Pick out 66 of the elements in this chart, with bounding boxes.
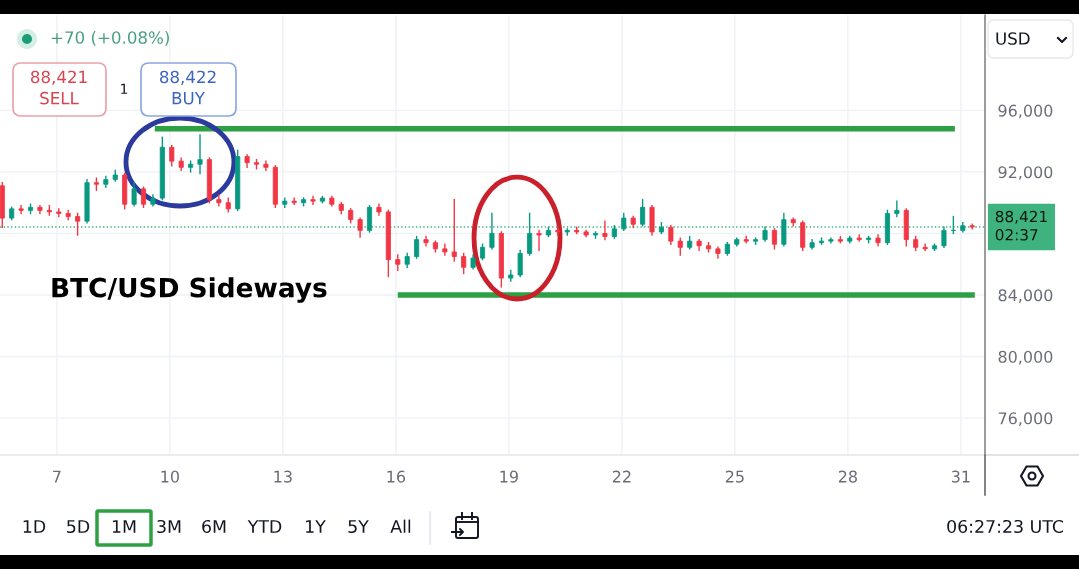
y-tick-label: 96,000 [998,104,1053,119]
candlestick [65,209,71,221]
candlestick [37,205,43,215]
candlestick [18,205,24,215]
candlestick [489,212,495,250]
text: 1Y [306,520,326,533]
x-tick-label: 13 [274,470,292,483]
candlestick [75,212,81,236]
x-tick-label: 16 [387,470,406,483]
candlestick [197,134,203,175]
candlestick [668,225,674,245]
y-tick-label: 80,000 [998,350,1053,365]
candlestick [517,249,523,278]
candlestick [414,235,420,259]
text: 06:27:23 UTC [947,519,1064,534]
annotation: +70 (+0.08%) [51,30,169,46]
candlestick [451,198,457,262]
text: 5D [67,520,90,534]
candlestick [131,181,137,207]
candlestick [555,226,561,236]
x-tick-label: 10 [161,470,179,483]
annotation: BTC/USD Sideways [52,277,327,303]
text: 1D [23,520,46,533]
candlestick [894,200,900,218]
candlestick [461,252,467,275]
x-tick-label: 25 [725,470,744,483]
candlestick [696,238,702,252]
candlestick [169,145,175,167]
candlestick [856,234,862,242]
x-tick-label: 19 [500,470,518,483]
candlestick [640,198,646,227]
candlestick [442,243,448,256]
y-tick-label: 92,000 [998,166,1053,180]
candlestick [602,220,608,241]
candlestick [263,160,269,172]
text: YTD [247,520,282,533]
x-tick-label: 31 [951,470,970,483]
candlestick [771,228,777,250]
text: 6M [202,519,226,534]
candlestick [969,223,975,230]
y-tick-label: 76,000 [998,412,1053,426]
x-tick-label: 7 [53,470,61,483]
text: 1M [112,520,136,533]
text: 3M [157,519,181,534]
annotation: 88,421 SELL [30,70,87,105]
candlestick [922,243,928,252]
x-tick-label: 28 [838,470,857,483]
candlestick [527,212,533,256]
candlestick [423,235,429,247]
candlestick [310,195,316,205]
candlestick [216,194,222,207]
text: All [390,519,411,533]
candlestick [140,186,147,209]
annotation: 88,422 BUY [159,70,216,105]
text: USD [996,32,1030,45]
annotation: 1 [121,83,128,94]
candlestick [291,197,297,205]
candlestick [357,217,363,238]
candlestick [536,229,542,252]
ref-line-label: 88,421 02:37 [995,210,1047,241]
text: 5Y [348,520,369,534]
candlestick [366,205,373,233]
y-tick-label: 84,000 [998,289,1053,303]
candlestick [941,226,947,249]
x-tick-label: 22 [612,470,631,483]
candlestick [828,237,834,244]
